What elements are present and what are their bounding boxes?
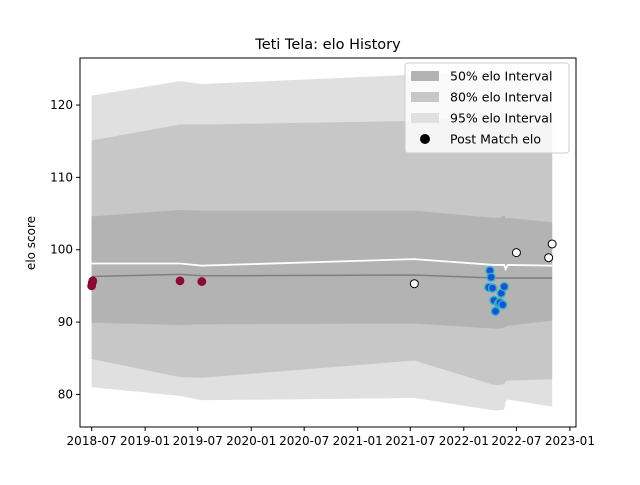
x-tick-label-1: 2018-07 xyxy=(67,434,117,448)
x-tick-label-7: 2021-07 xyxy=(385,434,435,448)
mean-line xyxy=(91,258,553,272)
post-match-point-5 xyxy=(197,277,207,286)
legend-swatch-2 xyxy=(411,92,439,102)
legend-label-3: 95% elo Interval xyxy=(450,111,552,126)
y-tick-label-1: 80 xyxy=(58,387,73,401)
y-tick-label-2: 90 xyxy=(58,315,73,329)
chart-title: Teti Tela: elo History xyxy=(254,37,401,53)
x-tick-label-9: 2022-07 xyxy=(491,434,541,448)
post-match-point-16 xyxy=(498,300,508,310)
post-match-point-18 xyxy=(511,248,521,258)
x-tick-label-3: 2019-07 xyxy=(173,434,223,448)
x-tick-label-5: 2020-07 xyxy=(279,434,329,448)
post-match-point-10 xyxy=(487,283,498,293)
legend-box xyxy=(404,62,570,154)
median-line xyxy=(91,273,553,279)
y-tick-label-5: 120 xyxy=(50,98,73,112)
legend-label-4: Post Match elo xyxy=(450,132,541,147)
x-tick-label-4: 2020-01 xyxy=(226,434,276,448)
band-50 xyxy=(91,209,553,329)
y-tick-label-3: 100 xyxy=(50,243,73,257)
plot-frame xyxy=(79,57,577,428)
post-match-point-6 xyxy=(409,279,419,289)
post-match-point-20 xyxy=(547,239,557,249)
legend-swatch-3 xyxy=(411,113,439,123)
legend: 50% elo Interval 80% elo Interval 95% elo … xyxy=(404,62,570,154)
legend-label-2: 80% elo Interval xyxy=(450,90,552,105)
legend-swatch-1 xyxy=(411,71,439,81)
post-match-point-19 xyxy=(544,253,554,263)
x-tick-label-6: 2021-01 xyxy=(333,434,383,448)
post-match-point-4 xyxy=(175,276,185,286)
legend-marker-4 xyxy=(420,134,430,144)
x-tick-label-8: 2022-01 xyxy=(439,434,489,448)
y-tick-label-4: 110 xyxy=(50,170,73,184)
post-match-point-8 xyxy=(486,272,496,282)
post-match-point-17 xyxy=(499,281,509,292)
x-tick-label-2: 2019-01 xyxy=(120,434,170,448)
axes: 2018-07 2019-01 2019-07 2020-01 2020-07 2021-… xyxy=(50,57,595,448)
post-match-point-3 xyxy=(88,276,98,286)
x-tick-label-10: 2023-01 xyxy=(545,434,595,448)
plot-area xyxy=(87,72,557,411)
legend-label-1: 50% elo Interval xyxy=(450,69,552,84)
post-match-point-12 xyxy=(490,306,501,316)
y-axis-label: elo score xyxy=(24,216,38,270)
